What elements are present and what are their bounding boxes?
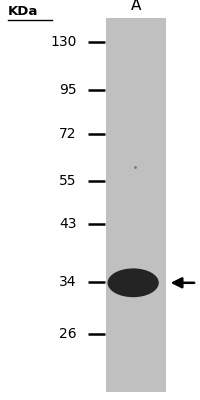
Ellipse shape xyxy=(107,268,158,297)
Text: 26: 26 xyxy=(58,327,76,341)
FancyBboxPatch shape xyxy=(105,18,165,392)
Text: A: A xyxy=(130,0,140,13)
Text: 95: 95 xyxy=(58,83,76,97)
Text: 72: 72 xyxy=(59,127,76,141)
Text: 43: 43 xyxy=(59,217,76,231)
Text: 34: 34 xyxy=(59,275,76,289)
Text: 55: 55 xyxy=(59,174,76,188)
Text: 130: 130 xyxy=(50,35,76,49)
Text: KDa: KDa xyxy=(8,5,38,18)
